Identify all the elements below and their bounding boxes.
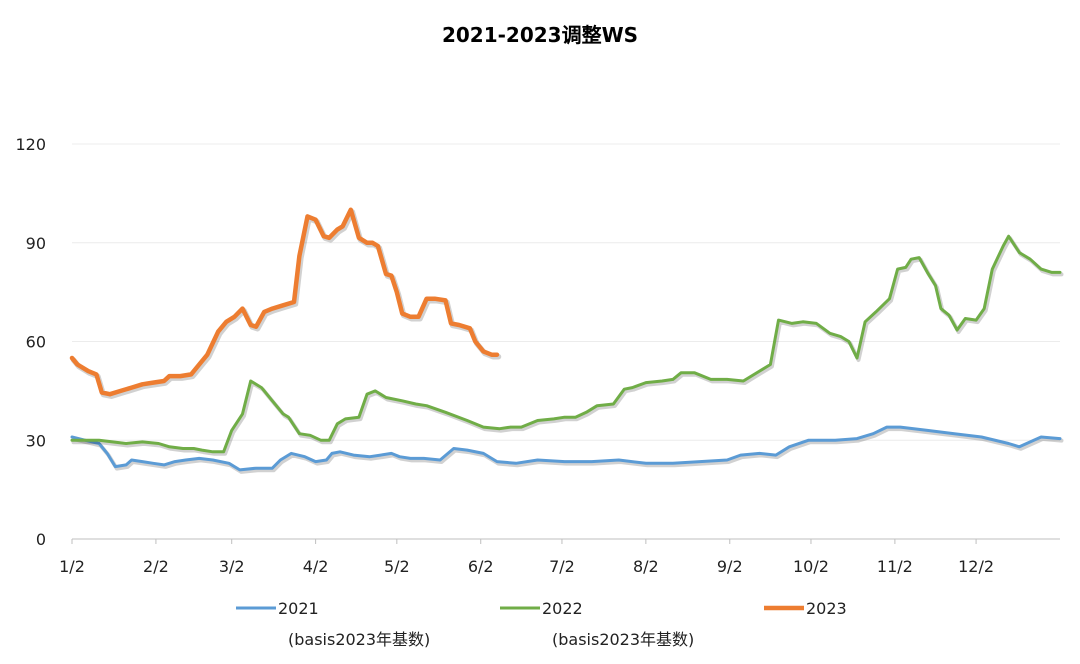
x-tick-label: 7/2 [549,557,575,576]
series-2021-line [70,425,1062,472]
x-tick-label: 11/2 [877,557,913,576]
x-tick-label: 12/2 [958,557,994,576]
legend: 2021 2022 2023 [236,599,847,618]
y-tick-label: 60 [26,333,46,352]
series-group [69,207,1064,474]
x-tick-label: 3/2 [219,557,245,576]
series-2022-line [70,234,1062,454]
x-tick-label: 1/2 [59,557,85,576]
x-tick-label: 6/2 [468,557,494,576]
series-2022-shadow [71,236,1064,456]
legend-note-2: (basis2023年基数) [552,630,694,649]
x-tick-label: 9/2 [717,557,743,576]
y-axis: 0 30 60 90 120 [15,135,46,549]
legend-note-1: (basis2023年基数) [288,630,430,649]
chart-title: 2021-2023调整WS [442,23,638,47]
x-axis: 1/2 2/2 3/2 4/2 5/2 6/2 7/2 8/2 9/2 10/2 11/2 12/2 [59,538,1060,576]
y-tick-label: 30 [26,431,46,450]
legend-label-2022: 2022 [542,599,583,618]
x-tick-label: 10/2 [793,557,829,576]
legend-label-2021: 2021 [278,599,319,618]
y-tick-label: 90 [26,234,46,253]
legend-label-2023: 2023 [806,599,847,618]
y-tick-label: 120 [15,135,46,154]
series-2021-shadow [71,427,1064,474]
series-2023-line [69,207,500,397]
x-tick-label: 2/2 [143,557,169,576]
y-tick-label: 0 [36,530,46,549]
x-tick-label: 5/2 [384,557,410,576]
x-tick-label: 8/2 [633,557,659,576]
x-tick-label: 4/2 [303,557,329,576]
grid-lines [72,143,1060,441]
